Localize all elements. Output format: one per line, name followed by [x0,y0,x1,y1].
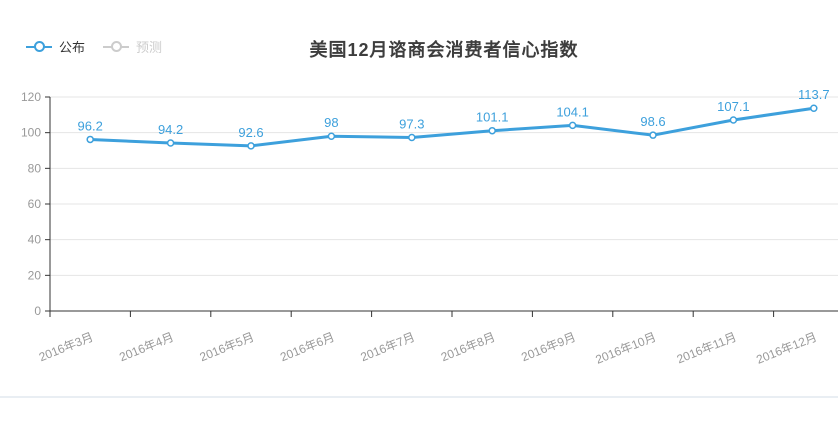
chart-title: 美国12月谘商会消费者信心指数 [309,40,579,60]
x-tick-label: 2016年8月 [439,330,497,364]
data-label: 92.6 [238,125,263,140]
y-tick-label: 100 [21,126,41,140]
line-marker-icon [103,41,130,52]
bottom-divider [0,396,838,398]
data-point[interactable] [327,132,336,140]
legend-item-forecast[interactable]: 预测 [103,37,162,56]
y-tick-label: 120 [21,90,41,104]
data-label: 98.6 [640,114,665,129]
line-marker-icon [26,41,52,52]
x-tick-label: 2016年4月 [117,330,175,364]
data-point[interactable] [488,126,496,135]
legend-label: 预测 [136,40,163,55]
data-point[interactable] [166,139,175,147]
x-tick-label: 2016年6月 [278,330,336,364]
data-label: 98 [324,115,338,130]
legend: 公布 预测 [26,37,162,56]
y-tick-label: 60 [28,197,42,211]
x-tick-label: 2016年7月 [358,330,416,364]
data-point[interactable] [729,116,738,124]
data-label: 94.2 [158,122,183,137]
data-label: 96.2 [78,118,103,133]
data-point[interactable] [568,121,577,130]
data-point[interactable] [810,104,818,112]
legend-item-published[interactable]: 公布 [26,37,85,56]
data-point[interactable] [408,133,416,142]
data-label: 104.1 [556,104,589,119]
x-tick-label: 2016年12月 [754,330,819,367]
legend-label: 公布 [59,40,86,55]
y-tick-label: 0 [34,304,41,318]
data-label: 107.1 [717,99,750,114]
data-label: 113.7 [798,87,830,102]
x-tick-label: 2016年5月 [198,330,256,364]
y-tick-label: 80 [28,161,42,175]
x-tick-label: 2016年3月 [37,330,95,364]
y-tick-label: 40 [28,233,42,247]
x-tick-label: 2016年9月 [519,330,577,364]
data-point[interactable] [649,131,657,139]
data-label: 101.1 [476,110,509,125]
data-point[interactable] [86,135,94,144]
data-label: 97.3 [399,116,424,131]
data-point[interactable] [247,142,255,150]
x-tick-label: 2016年10月 [593,330,658,367]
y-tick-label: 20 [28,268,42,282]
series-line [88,106,816,148]
x-tick-label: 2016年11月 [675,330,739,367]
